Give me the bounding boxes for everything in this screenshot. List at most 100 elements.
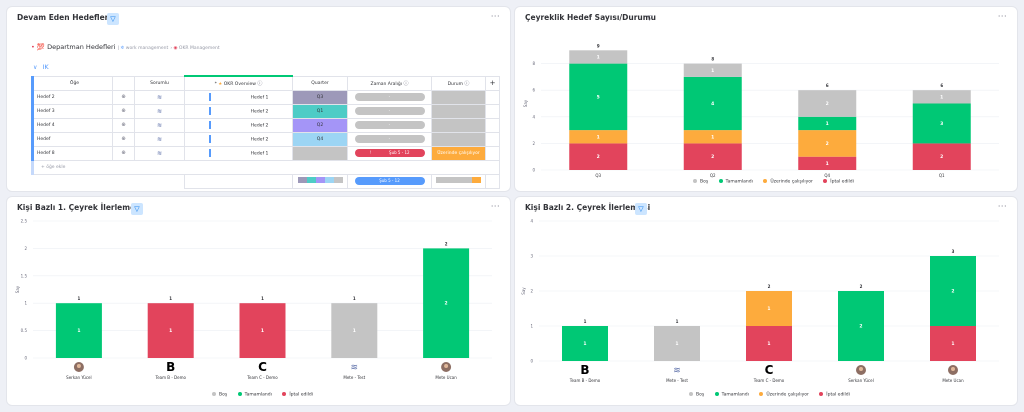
legend-item[interactable]: Üzerinde çalışılıyor xyxy=(759,392,809,398)
legend-item[interactable]: Boş xyxy=(693,179,708,185)
y-tick-label: 1.5 xyxy=(21,273,28,278)
group-header[interactable]: ∨ IK xyxy=(33,63,49,71)
quarter-cell[interactable] xyxy=(292,145,348,161)
owner-avatar[interactable]: ≋ xyxy=(134,131,185,147)
okr-cell[interactable]: Hedef 2 xyxy=(184,103,293,119)
more-menu-icon[interactable]: ··· xyxy=(997,12,1007,21)
board-name[interactable]: Departman Hedefleri xyxy=(47,43,116,51)
item-name[interactable]: Hedef xyxy=(31,131,113,147)
durum-cell[interactable]: Üzerinde çalışılıyor xyxy=(431,145,486,161)
chart-ceyreklik: 0 2 4 6 8 Say 2 1 5 1 9 Q3 2 1 4 1 8 Q2 1 2 1 2 6 Q4 2 3 1 6 Q1 xyxy=(523,43,999,178)
okr-cell[interactable]: Hedef 1 xyxy=(184,145,293,161)
zaman-cell[interactable]: - xyxy=(347,131,432,147)
chevron-down-icon[interactable]: ∨ xyxy=(33,64,38,71)
add-item-row[interactable] xyxy=(31,159,500,175)
updates-icon[interactable]: ⊕ xyxy=(112,117,135,133)
add-column-button[interactable]: + xyxy=(485,75,500,91)
bar-total-label: 3 xyxy=(952,249,955,254)
quarter-cell[interactable]: Q3 xyxy=(292,89,348,105)
filter-icon[interactable]: ▽ xyxy=(635,203,647,215)
legend-item[interactable]: Üzerinde çalışılıyor xyxy=(763,179,813,185)
updates-icon[interactable]: ⊕ xyxy=(112,103,135,119)
board-link[interactable]: OKR Management xyxy=(178,46,220,51)
legend-item[interactable]: Boş xyxy=(689,392,704,398)
x-tick-label: Serkan Yücel xyxy=(66,375,91,380)
bar-segment-label: 1 xyxy=(711,68,714,74)
zaman-cell[interactable]: - xyxy=(347,117,432,133)
y-tick-label: 4 xyxy=(530,219,533,224)
bar-segment xyxy=(147,303,194,358)
filter-icon[interactable]: ▽ xyxy=(107,13,119,25)
filter-icon[interactable]: ▽ xyxy=(647,14,653,22)
table-row[interactable]: Hedef 3 ⊕ ≋ Hedef 2 Q1 - xyxy=(31,103,500,119)
item-name[interactable]: Hedef 3 xyxy=(31,103,113,119)
owner-avatar[interactable]: ≋ xyxy=(134,89,185,105)
table-row[interactable]: Hedef 4 ⊕ ≋ Hedef 2 Q2 - xyxy=(31,117,500,133)
legend-item[interactable]: Tamamlandı xyxy=(718,179,753,185)
durum-cell[interactable] xyxy=(431,117,486,133)
legend-item[interactable]: İptal edildi xyxy=(819,392,850,398)
col-header-okr[interactable]: * ★ OKR Overview ⓘ xyxy=(184,75,293,91)
item-name[interactable]: Hedef 8 xyxy=(31,145,113,161)
bar-segment xyxy=(912,90,971,104)
quarter-cell[interactable]: Q1 xyxy=(292,103,348,119)
zaman-cell[interactable]: - xyxy=(347,89,432,105)
board-breadcrumb: • 💯 Departman Hedefleri | ✲ work managem… xyxy=(31,43,220,51)
more-menu-icon[interactable]: ··· xyxy=(490,12,500,21)
durum-cell[interactable] xyxy=(431,131,486,147)
col-header-quarter[interactable]: Quarter xyxy=(292,75,348,91)
bar-segment xyxy=(912,103,971,144)
y-tick-label: 2 xyxy=(530,289,533,294)
table-row[interactable]: Hedef 8 ⊕ ≋ Hedef 1 ! Şub 5 - 12 Üzerinde… xyxy=(31,145,500,161)
owner-avatar[interactable]: ≋ xyxy=(134,145,185,161)
col-header-owner[interactable]: Sorumlu xyxy=(134,75,185,91)
bar-segment-label: 1 xyxy=(826,161,829,167)
bar-segment xyxy=(423,248,470,358)
col-header-durum[interactable]: Durum ⓘ xyxy=(431,75,486,91)
chart-legend: Boş Tamamlandı İptal edildi xyxy=(212,392,322,398)
y-tick-label: 0 xyxy=(532,168,535,173)
col-header-zaman[interactable]: Zaman Aralığı ⓘ xyxy=(347,75,432,91)
okr-cell[interactable]: Hedef 2 xyxy=(184,117,293,133)
legend-item[interactable]: Tamamlandı xyxy=(237,392,272,398)
bar-total-label: 2 xyxy=(860,284,863,289)
avatar-wave-icon: ≋ xyxy=(673,366,681,376)
okr-cell[interactable]: Hedef 2 xyxy=(184,131,293,147)
more-menu-icon[interactable]: ··· xyxy=(997,202,1007,211)
add-item-button[interactable]: + öğe ekle xyxy=(41,165,66,170)
y-tick-label: 6 xyxy=(532,88,535,93)
owner-avatar[interactable]: ≋ xyxy=(134,103,185,119)
updates-icon[interactable]: ⊕ xyxy=(112,145,135,161)
bar-segment-label: 2 xyxy=(826,101,829,107)
zaman-cell[interactable]: - xyxy=(347,103,432,119)
bar-segment xyxy=(683,76,742,131)
item-name[interactable]: Hedef 4 xyxy=(31,117,113,133)
legend-item[interactable]: İptal edildi xyxy=(282,392,313,398)
legend-item[interactable]: Boş xyxy=(212,392,227,398)
quarter-cell[interactable]: Q4 xyxy=(292,131,348,147)
bar-segment-label: 1 xyxy=(767,306,770,312)
bar-segment-label: 2 xyxy=(711,154,714,160)
okr-cell[interactable]: Hedef 1 xyxy=(184,89,293,105)
avatar-letter: B xyxy=(166,360,175,374)
more-menu-icon[interactable]: ··· xyxy=(490,202,500,211)
legend-item[interactable]: İptal edildi xyxy=(823,179,854,185)
updates-icon[interactable]: ⊕ xyxy=(112,131,135,147)
avatar-letter: B xyxy=(580,363,589,377)
legend-item[interactable]: Tamamlandı xyxy=(714,392,749,398)
owner-avatar[interactable]: ≋ xyxy=(134,117,185,133)
zaman-cell[interactable]: ! Şub 5 - 12 xyxy=(347,145,432,161)
item-name[interactable]: Hedef 2 xyxy=(31,89,113,105)
quarter-cell[interactable]: Q2 xyxy=(292,117,348,133)
col-header-item[interactable]: Öğe xyxy=(31,75,113,91)
avatar-letter: C xyxy=(765,363,774,377)
updates-icon[interactable]: ⊕ xyxy=(112,89,135,105)
durum-cell[interactable] xyxy=(431,89,486,105)
table-row[interactable]: Hedef ⊕ ≋ Hedef 2 Q4 - xyxy=(31,131,500,147)
workspace-link[interactable]: work management xyxy=(125,46,169,51)
y-tick-label: 2 xyxy=(24,246,27,251)
filter-icon[interactable]: ▽ xyxy=(131,203,143,215)
x-tick-label: Serkan Yücel xyxy=(848,378,873,383)
durum-cell[interactable] xyxy=(431,103,486,119)
table-row[interactable]: Hedef 2 ⊕ ≋ Hedef 1 Q3 - xyxy=(31,89,500,105)
